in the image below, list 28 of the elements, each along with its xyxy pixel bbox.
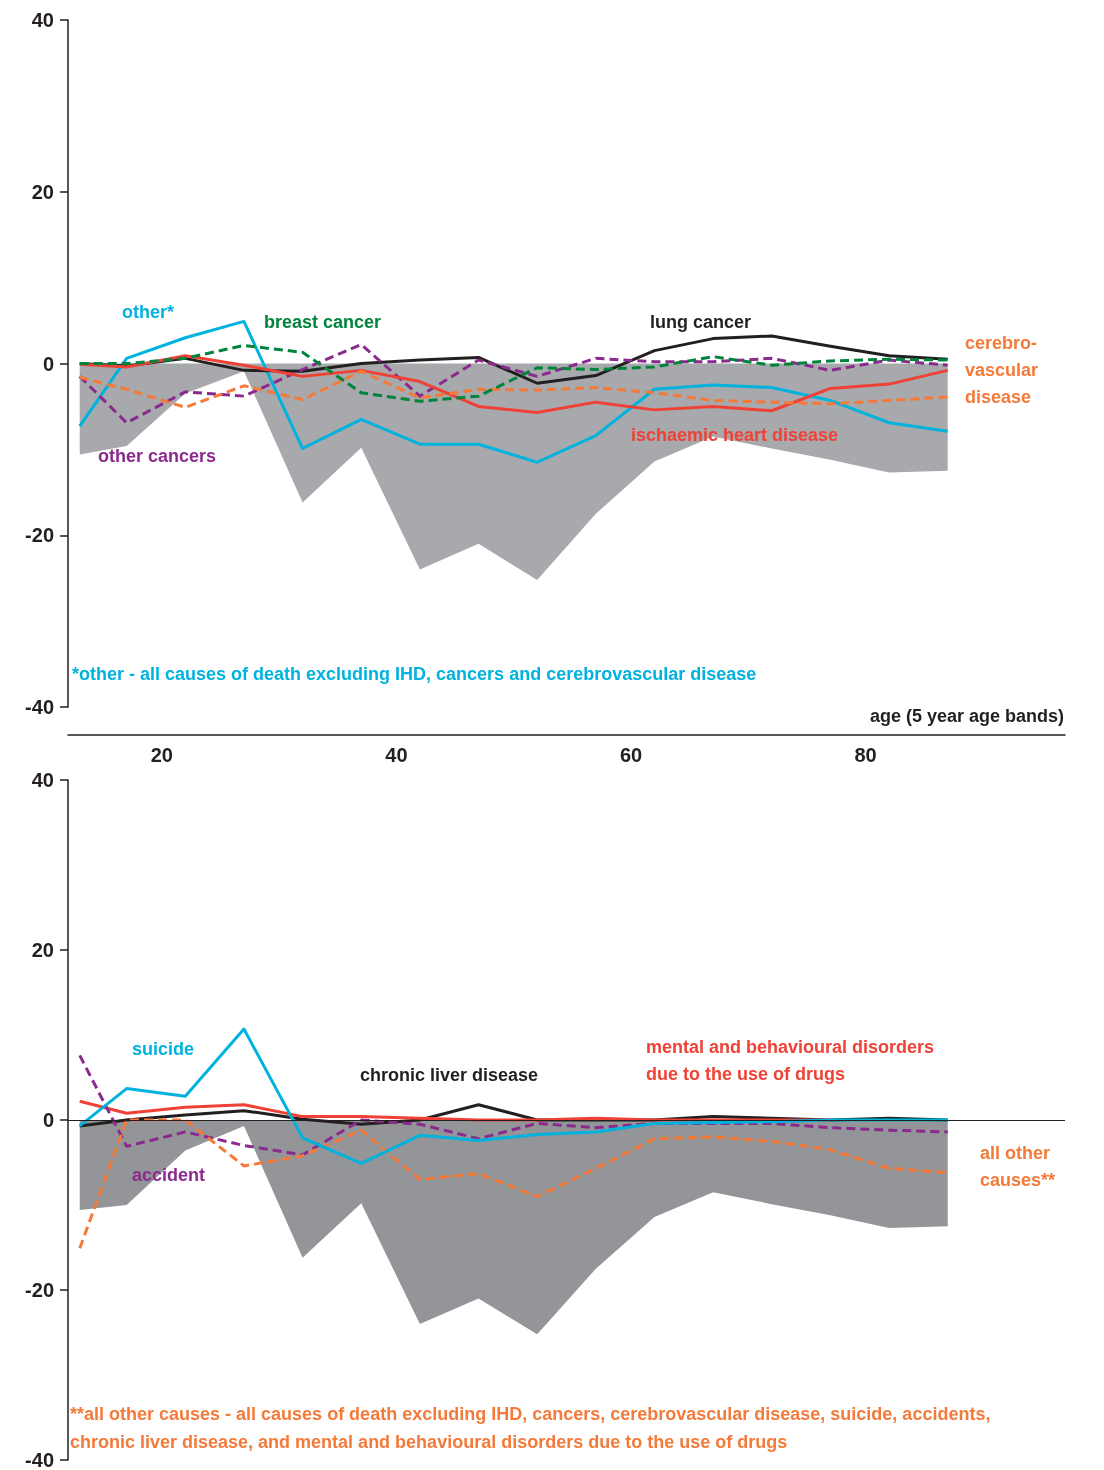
y-tick-label: -20 — [25, 524, 54, 547]
series-label: breast cancer — [264, 312, 382, 332]
series-label: all other causes** — [980, 1142, 1056, 1190]
y-tick-label: 0 — [42, 1109, 54, 1131]
series-label: chronic liver disease — [360, 1065, 539, 1085]
y-tick-label: -40 — [25, 1449, 54, 1470]
series-label: other* — [122, 302, 175, 322]
series-label: lung cancer — [650, 312, 752, 332]
series-label: suicide — [132, 1039, 195, 1059]
x-tick-label: 20 — [150, 744, 173, 766]
x-tick-label: 40 — [385, 744, 408, 766]
x-tick-label: 80 — [854, 744, 877, 766]
series-label: cerebro- vascular disease — [965, 333, 1039, 407]
series-label: ischaemic heart disease — [631, 425, 839, 445]
series-label: accident — [132, 1165, 206, 1185]
annotation: **all other causes - all causes of death excluding IHD, cancers, cerebrovascular disease, suicide, accidents, chronic liver disease, and mental and behavioural disorders due to the use of drugs — [70, 1404, 996, 1452]
y-tick-label: -20 — [25, 1279, 54, 1301]
y-tick-label: 20 — [31, 180, 54, 203]
y-tick-label: 0 — [42, 352, 54, 375]
y-tick-label: 40 — [31, 769, 54, 791]
y-tick-label: 40 — [31, 9, 54, 31]
x-axis-title: age (5 year age bands) — [869, 706, 1064, 726]
y-tick-label: 20 — [31, 939, 54, 961]
annotation: *other - all causes of death excluding IHD, cancers and cerebrovascular disease — [72, 664, 757, 684]
text: mental and behavioural disorders due to the use of drugs — [646, 1036, 935, 1084]
x-tick-label: 60 — [619, 744, 643, 766]
text: other cancers — [98, 446, 217, 466]
y-tick-label: -40 — [25, 696, 54, 718]
